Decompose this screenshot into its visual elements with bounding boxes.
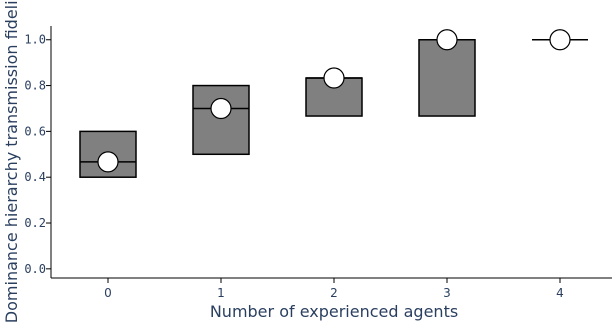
y-tick-label: 0.6 bbox=[24, 124, 46, 138]
x-tick-label: 0 bbox=[104, 286, 112, 300]
x-tick-label: 4 bbox=[556, 286, 564, 300]
box-group bbox=[79, 29, 588, 178]
x-tick-label: 3 bbox=[443, 286, 451, 300]
mean-marker bbox=[436, 29, 458, 51]
x-tick-label: 2 bbox=[330, 286, 338, 300]
y-tick-label: 1.0 bbox=[24, 33, 46, 47]
mean-marker bbox=[549, 29, 571, 51]
x-tick-group: 0 1 2 3 4 bbox=[104, 278, 564, 300]
box-iqr bbox=[192, 84, 250, 156]
box-iqr bbox=[418, 38, 476, 117]
mean-marker bbox=[97, 151, 119, 173]
y-tick-label: 0.0 bbox=[24, 262, 46, 276]
y-tick-label: 0.8 bbox=[24, 79, 46, 93]
y-tick-group: 0.0 0.2 0.4 0.6 0.8 1.0 bbox=[24, 33, 51, 276]
x-tick-label: 1 bbox=[217, 286, 225, 300]
mean-marker bbox=[323, 67, 345, 89]
axes bbox=[50, 26, 612, 279]
y-tick-label: 0.4 bbox=[24, 170, 46, 184]
x-axis-title: Number of experienced agents bbox=[210, 302, 458, 321]
mean-marker bbox=[210, 97, 232, 120]
y-tick-label: 0.2 bbox=[24, 216, 46, 230]
y-axis-title: Dominance hierarchy transmission fidelid… bbox=[2, 0, 21, 323]
